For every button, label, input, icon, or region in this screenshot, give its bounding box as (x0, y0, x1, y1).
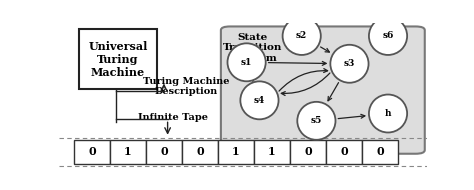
Bar (290, 140, 326, 164)
Text: 1: 1 (268, 146, 276, 157)
Text: 0: 0 (88, 146, 96, 157)
Text: s5: s5 (311, 116, 322, 125)
Ellipse shape (369, 95, 407, 132)
FancyBboxPatch shape (221, 26, 425, 154)
Text: 0: 0 (340, 146, 348, 157)
Ellipse shape (330, 45, 369, 83)
Ellipse shape (240, 81, 279, 119)
Text: 0: 0 (196, 146, 204, 157)
Bar (74, 140, 110, 164)
FancyArrowPatch shape (328, 83, 338, 101)
Bar (326, 140, 362, 164)
Text: s4: s4 (254, 96, 265, 105)
Text: 0: 0 (160, 146, 168, 157)
Bar (110, 140, 146, 164)
FancyArrowPatch shape (279, 69, 328, 91)
Text: Turing Machine
Description: Turing Machine Description (143, 77, 229, 96)
FancyArrowPatch shape (281, 73, 330, 96)
Text: s3: s3 (344, 59, 355, 68)
FancyArrowPatch shape (250, 77, 254, 81)
Bar (362, 140, 398, 164)
Bar (146, 140, 182, 164)
FancyBboxPatch shape (80, 29, 156, 89)
FancyArrowPatch shape (320, 47, 329, 52)
FancyArrowPatch shape (268, 61, 326, 65)
Text: s2: s2 (296, 32, 307, 40)
Ellipse shape (283, 17, 321, 55)
Text: Universal
Turing
Machine: Universal Turing Machine (88, 41, 148, 78)
Bar (182, 140, 218, 164)
Text: Infinite Tape: Infinite Tape (138, 113, 208, 122)
Text: 1: 1 (124, 146, 132, 157)
FancyArrowPatch shape (338, 114, 365, 119)
Text: State
Transition
Diagram: State Transition Diagram (222, 33, 282, 63)
Text: s1: s1 (241, 58, 252, 67)
Text: h: h (385, 109, 391, 118)
Text: s6: s6 (383, 32, 394, 40)
Bar (254, 140, 290, 164)
Text: 0: 0 (376, 146, 384, 157)
Ellipse shape (297, 102, 336, 140)
Bar (218, 140, 254, 164)
Text: 1: 1 (232, 146, 240, 157)
Ellipse shape (369, 17, 407, 55)
Ellipse shape (228, 43, 266, 81)
Text: 0: 0 (304, 146, 312, 157)
